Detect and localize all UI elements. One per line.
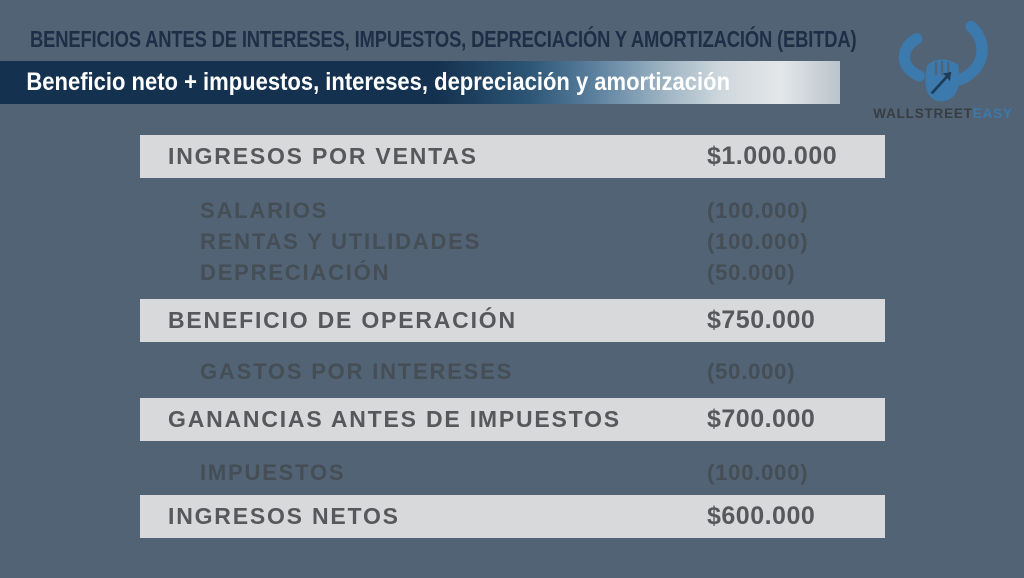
- row-value: (100.000): [707, 197, 809, 223]
- logo-wordmark-secondary: EASY: [972, 106, 1013, 121]
- table-row-deduction: SALARIOS (100.000): [140, 195, 885, 226]
- table-row-total: INGRESOS NETOS $600.000: [140, 495, 885, 538]
- table-row-total: GANANCIAS ANTES DE IMPUESTOS $700.000: [140, 398, 885, 441]
- ebitda-table: INGRESOS POR VENTAS $1.000.000 SALARIOS …: [140, 135, 885, 538]
- row-value: $700.000: [707, 405, 816, 433]
- table-row-deduction: DEPRECIACIÓN (50.000): [140, 257, 885, 288]
- row-label: BENEFICIO DE OPERACIÓN: [168, 307, 517, 333]
- table-row-total: BENEFICIO DE OPERACIÓN $750.000: [140, 299, 885, 342]
- row-value: $600.000: [707, 502, 816, 530]
- row-value: $1.000.000: [707, 142, 838, 170]
- row-label: GASTOS POR INTERESES: [200, 358, 514, 384]
- table-row-deduction: GASTOS POR INTERESES (50.000): [140, 356, 885, 387]
- table-row-total: INGRESOS POR VENTAS $1.000.000: [140, 135, 885, 178]
- row-value: (50.000): [707, 259, 796, 285]
- row-label: DEPRECIACIÓN: [200, 259, 391, 285]
- row-value: (50.000): [707, 358, 796, 384]
- row-label: RENTAS Y UTILIDADES: [200, 228, 482, 254]
- table-row-deduction: IMPUESTOS (100.000): [140, 457, 885, 488]
- row-value: (100.000): [707, 459, 809, 485]
- row-value: (100.000): [707, 228, 809, 254]
- subtitle-bar: Beneficio neto + impuestos, intereses, d…: [0, 61, 840, 104]
- subtitle-text: Beneficio neto + impuestos, intereses, d…: [26, 68, 731, 96]
- logo-wordmark: WALLSTREETEASY: [868, 106, 1018, 121]
- wallstreeteasy-logo: WALLSTREETEASY: [868, 16, 1018, 121]
- table-row-deduction: RENTAS Y UTILIDADES (100.000): [140, 226, 885, 257]
- bull-icon: [898, 20, 988, 102]
- row-value: $750.000: [707, 306, 816, 334]
- row-label: IMPUESTOS: [200, 459, 346, 485]
- row-label: INGRESOS POR VENTAS: [168, 143, 478, 169]
- row-label: INGRESOS NETOS: [168, 503, 400, 529]
- logo-wordmark-primary: WALLSTREET: [873, 106, 973, 121]
- row-label: GANANCIAS ANTES DE IMPUESTOS: [168, 406, 621, 432]
- row-label: SALARIOS: [200, 197, 329, 223]
- slide-title: BENEFICIOS ANTES DE INTERESES, IMPUESTOS…: [30, 26, 857, 52]
